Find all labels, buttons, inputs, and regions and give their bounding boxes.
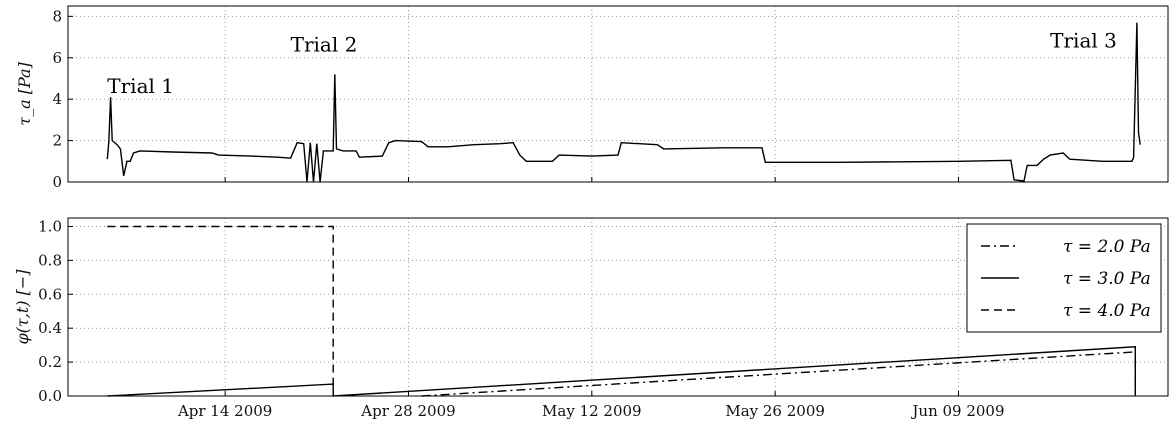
legend-label: τ = 3.0 Pa — [1063, 269, 1151, 289]
trial-annotation: Trial 3 — [1050, 28, 1117, 52]
top-x-ticks — [224, 177, 959, 182]
y-tick-label: 1.0 — [38, 217, 62, 235]
y-tick-label: 0 — [52, 173, 62, 191]
x-tick-label: Jun 09 2009 — [910, 402, 1004, 420]
y-tick-label: 2 — [52, 132, 62, 150]
trial-annotation: Trial 2 — [291, 33, 358, 57]
top-plot-frame — [67, 5, 1169, 183]
y-tick-label: 6 — [52, 49, 62, 67]
x-tick-label: May 12 2009 — [542, 402, 642, 420]
bottom-plot-frame — [67, 217, 1169, 397]
series-line-1 — [106, 22, 1141, 183]
top-y-ticks: 0 2 4 6 8 — [52, 7, 73, 191]
x-tick-label: May 26 2009 — [725, 402, 825, 420]
y-tick-label: 8 — [52, 7, 62, 25]
top-series — [106, 22, 1141, 183]
y-tick-label: 4 — [52, 90, 62, 108]
legend: τ = 2.0 Pa τ = 3.0 Pa τ = 4.0 Pa — [966, 223, 1162, 333]
y-tick-label: 0.6 — [38, 285, 62, 303]
series-line-2 — [107, 346, 1137, 397]
x-tick-label: Apr 14 2009 — [177, 402, 272, 420]
top-panel: 0 2 4 6 8 Trial 1 Trial 2 Trial 3 τ_a [Pa] — [15, 5, 1169, 191]
y-tick-label: 0.0 — [38, 387, 62, 405]
bottom-x-ticks: Apr 14 2009 Apr 28 2009 May 12 2009 May 26 … — [177, 391, 1005, 420]
top-y-axis-label: τ_a [Pa] — [15, 61, 34, 125]
trial-annotation: Trial 1 — [107, 74, 174, 98]
series-line-3 — [107, 225, 334, 396]
y-tick-label: 0.8 — [38, 251, 62, 269]
y-tick-label: 0.4 — [38, 319, 62, 337]
series-line-1 — [421, 351, 1137, 397]
legend-label: τ = 2.0 Pa — [1063, 237, 1151, 257]
top-annotations: Trial 1 Trial 2 Trial 3 — [107, 28, 1117, 98]
legend-label: τ = 4.0 Pa — [1063, 301, 1151, 321]
bottom-panel: 0.0 0.2 0.4 0.6 0.8 1.0 Apr 14 2009 Apr 28 200… — [13, 217, 1169, 420]
y-tick-label: 0.2 — [38, 353, 62, 371]
bottom-y-ticks: 0.0 0.2 0.4 0.6 0.8 1.0 — [38, 217, 73, 405]
bottom-y-axis-label: φ(τ,t) [−] — [13, 269, 32, 345]
x-tick-label: Apr 28 2009 — [360, 402, 455, 420]
